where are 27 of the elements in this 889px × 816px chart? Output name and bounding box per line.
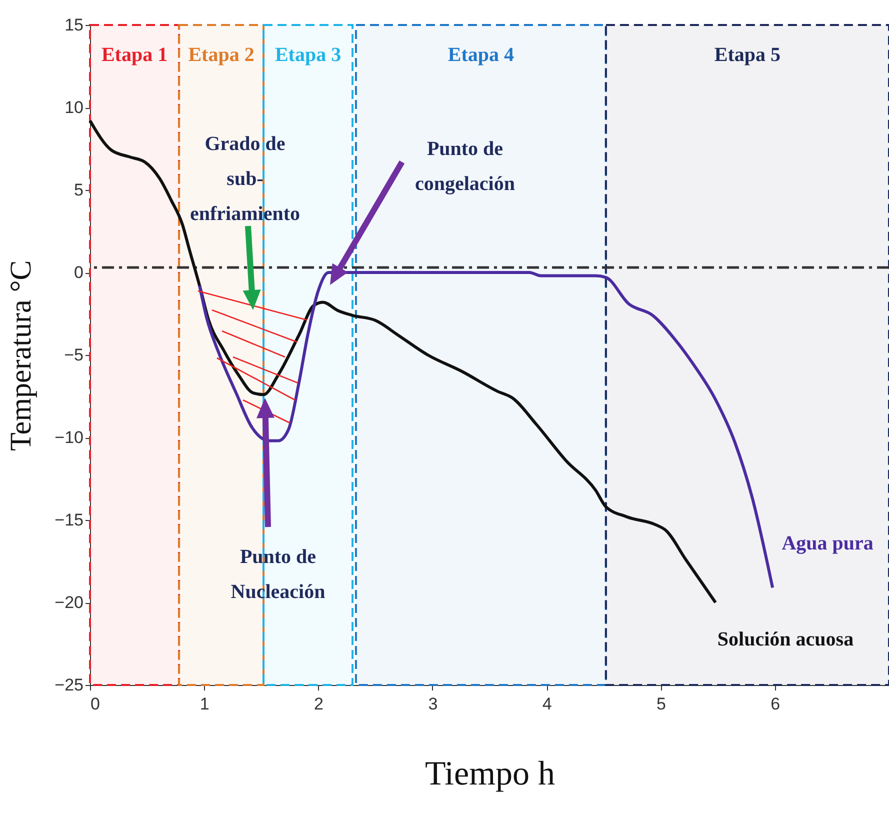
series-label: Solución acuosa — [717, 628, 854, 650]
y-tick-label: 10 — [64, 98, 84, 117]
band-label: Etapa 5 — [714, 44, 781, 66]
y-tick-label: −15 — [54, 510, 84, 530]
x-tick-label: 2 — [314, 694, 324, 714]
y-tick-label: −5 — [64, 346, 84, 364]
y-tick-label: 5 — [74, 180, 84, 200]
y-tick-label: −10 — [54, 428, 84, 447]
y-tick-label: −25 — [54, 676, 84, 694]
x-tick-label: 4 — [542, 694, 552, 714]
x-tick-label: 1 — [200, 694, 210, 714]
line-series — [88, 119, 718, 604]
x-tick-label: 5 — [656, 694, 666, 714]
y-tick-label: 15 — [64, 16, 84, 34]
x-tick-label: 0 — [90, 694, 100, 714]
x-axis-title: Tiempo h — [424, 756, 556, 792]
y-tick-label: 0 — [74, 263, 84, 282]
y-axis-title: Temperatura °C — [4, 260, 38, 451]
band-label: Etapa 4 — [448, 44, 514, 66]
band-label: Etapa 2 — [188, 44, 254, 66]
y-tick-label: −20 — [54, 593, 84, 612]
series-label: Agua pura — [782, 532, 874, 555]
x-tick-label: 3 — [428, 694, 438, 714]
band-label: Etapa 1 — [101, 44, 168, 66]
band-label: Etapa 3 — [274, 44, 342, 66]
x-tick-label: 6 — [770, 694, 780, 714]
annotation: Punto de congelación — [415, 138, 515, 195]
